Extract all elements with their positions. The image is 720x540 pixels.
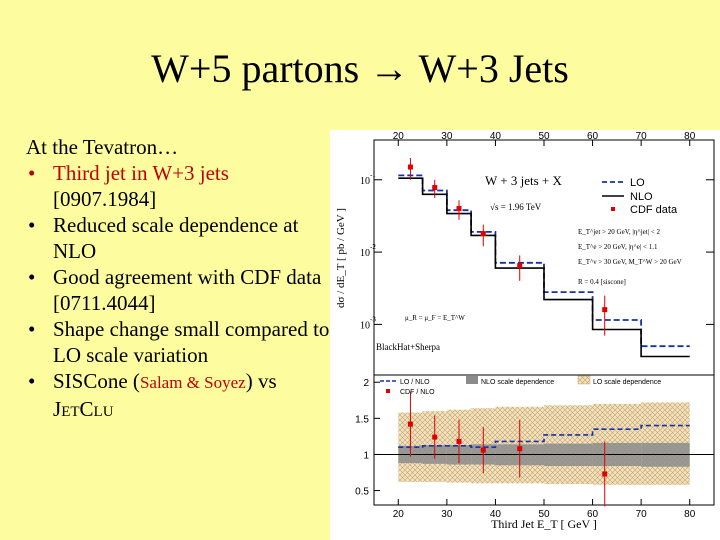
top-x-tick-label: 80 (684, 131, 696, 142)
chart-title: W + 3 jets + X (485, 173, 563, 188)
top-x-tick-label: 50 (538, 131, 550, 142)
ratio-legend-lo-swatch (577, 375, 591, 385)
bottom-x-tick-label: 20 (393, 509, 405, 520)
bottom-x-tick-label: 40 (490, 509, 502, 520)
bullet-dot-icon: • (28, 317, 36, 341)
cone-annotation: R = 0.4 [siscone] (578, 278, 626, 286)
y-axis-label: dσ / dE_T [ pb / GeV ] (335, 208, 347, 308)
ratio-y-tick-label: 0.5 (355, 487, 369, 498)
top-y-tick-label: 10 (360, 176, 370, 187)
cdf-data-point (480, 231, 486, 237)
bullet-list-panel: At the Tevatron… • Third jet in W+3 jets… (26, 134, 336, 425)
top-x-tick-label: 70 (636, 131, 648, 142)
energy-annotation: √s = 1.96 TeV (490, 202, 542, 212)
ratio-legend-lo-band-label: LO scale dependence (593, 379, 661, 386)
intro-text: At the Tevatron… (26, 135, 179, 159)
cdf-ratio-point (456, 438, 462, 444)
cdf-data-point (456, 206, 462, 212)
top-x-tick-label: 40 (490, 131, 502, 142)
bullet-siscone-j: J (53, 397, 62, 421)
cut-annotation-3: E_T^jet > 20 GeV, |η^jet| < 2 (578, 228, 661, 236)
figure: 20304050607080902030405060708010-110-210… (330, 130, 720, 540)
bullet-dot-icon: • (28, 265, 36, 289)
bottom-x-tick-label: 30 (441, 509, 453, 520)
bullet-siscone-et: ET (61, 404, 80, 420)
ratio-legend-cdf-marker (386, 389, 390, 393)
scale-annotation: μ_R = μ_F = E_T^W (405, 314, 465, 322)
top-y-tick-label: 10 (360, 248, 370, 259)
lo-series-line (398, 174, 690, 348)
cdf-data-point (432, 185, 438, 191)
bullet-siscone-c2: C (79, 397, 94, 421)
bullet-scale: • Reduced scale dependence at NLO (26, 212, 336, 264)
bullet-list: • Third jet in W+3 jets [0907.1984] • Re… (26, 160, 336, 425)
cdf-ratio-point (602, 471, 608, 477)
cdf-data-point (602, 307, 608, 313)
bullet-third-jet-ref: [0907.1984] (53, 187, 157, 211)
ratio-legend-nlo-swatch (466, 376, 478, 384)
cdf-data-point (407, 164, 413, 170)
bullet-agreement-text: Good agreement with CDF data [0711.4044] (53, 265, 322, 315)
bullet-siscone-c: ) vs (245, 369, 277, 393)
bullet-dot-icon: • (28, 161, 36, 185)
ratio-legend-lo-label: LO / NLO (400, 379, 430, 386)
bullet-siscone: • SISCone (Salam & Soyez) vs JETCLU (26, 368, 336, 425)
bullet-third-jet: • Third jet in W+3 jets [0907.1984] (26, 160, 336, 212)
cut-annotation-1: E_T^e > 20 GeV, |η^e| < 1.1 (578, 243, 658, 251)
bullet-siscone-authors: Salam & Soyez (139, 373, 246, 392)
top-y-tick-exponent: -2 (370, 243, 376, 251)
top-y-tick-label: 10 (360, 320, 370, 331)
ratio-y-tick-label: 2 (363, 378, 369, 389)
legend-lo-label: LO (630, 177, 645, 189)
cdf-ratio-point (407, 421, 413, 427)
legend-nlo-label: NLO (630, 191, 653, 203)
cdf-ratio-point (432, 434, 438, 440)
bottom-x-tick-label: 50 (538, 509, 550, 520)
bullet-siscone-a: SISCone ( (53, 369, 140, 393)
ratio-y-tick-label: 1.5 (355, 414, 369, 425)
bottom-x-tick-label: 80 (684, 509, 696, 520)
bullet-dot-icon: • (28, 369, 36, 393)
bottom-x-tick-label: 60 (587, 509, 599, 520)
cdf-data-point (517, 263, 523, 269)
program-annotation: BlackHat+Sherpa (376, 342, 440, 352)
x-axis-label: Third Jet E_T [ GeV ] (491, 517, 597, 531)
top-y-tick-exponent: -1 (370, 171, 376, 179)
cdf-ratio-point (480, 447, 486, 453)
bullet-third-jet-text: Third jet in W+3 jets (53, 161, 229, 185)
cut-annotation-2: E_T^ν > 30 GeV, M_T^W > 20 GeV (578, 258, 682, 266)
ratio-legend-nlo-label: NLO scale dependence (481, 379, 554, 386)
top-y-tick-exponent: -3 (370, 315, 376, 323)
bottom-x-tick-label: 70 (636, 509, 648, 520)
top-x-tick-label: 20 (393, 131, 405, 142)
bullet-dot-icon: • (28, 213, 36, 237)
ratio-y-tick-label: 1 (363, 450, 369, 461)
top-x-tick-label: 60 (587, 131, 599, 142)
bullet-agreement: • Good agreement with CDF data [0711.404… (26, 264, 336, 316)
slide-title: W+5 partons → W+3 Jets (151, 46, 569, 91)
top-x-tick-label: 30 (441, 131, 453, 142)
bullet-shape: • Shape change small compared to LO scal… (26, 316, 336, 368)
ratio-legend-cdf-label: CDF / NLO (400, 389, 435, 396)
bullet-siscone-lu: LU (93, 404, 114, 420)
legend-data-label: CDF data (630, 204, 678, 216)
cdf-ratio-point (517, 446, 523, 452)
bullet-scale-text: Reduced scale dependence at NLO (53, 213, 299, 263)
legend-data-marker (611, 207, 615, 211)
ratio-lo-over-nlo-line (398, 424, 690, 448)
bullet-shape-text: Shape change small compared to LO scale … (53, 317, 330, 367)
